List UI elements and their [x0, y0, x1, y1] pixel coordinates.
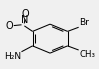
Text: O: O	[5, 21, 13, 31]
Text: H₂N: H₂N	[4, 52, 21, 61]
Text: Br: Br	[79, 18, 89, 27]
Text: O: O	[21, 9, 29, 19]
Text: N: N	[21, 15, 28, 25]
Text: CH₃: CH₃	[79, 50, 95, 59]
